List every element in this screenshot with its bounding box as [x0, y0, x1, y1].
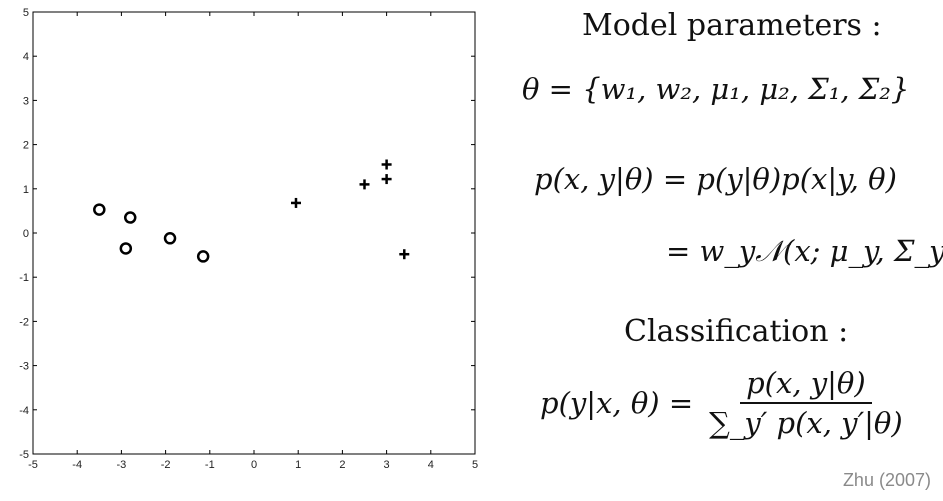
theta-lhs: θ =: [522, 72, 583, 106]
joint-probability-line2: = w_y𝒩(x; μ_y, Σ_y): [666, 234, 943, 268]
scatter-plot: -5 -4 -3 -2 -1 0 1 2 3 4 5 -5 -4 -3 -2 -1 0 1 2 3 4 5: [19, 7, 478, 470]
x-tick-label: 5: [472, 459, 478, 470]
x-tick-label: 4: [428, 459, 434, 470]
posterior-denominator: ∑_y′ p(x, y′|θ): [709, 406, 903, 440]
x-tick-label: 2: [339, 459, 345, 470]
citation: Zhu (2007): [842, 470, 931, 490]
x-tick-label: -1: [205, 459, 215, 470]
y-tick-label: 1: [23, 184, 29, 196]
x-tick-label: -4: [72, 459, 82, 470]
plus-point: [381, 174, 392, 185]
y-tick-label: 0: [23, 228, 29, 240]
y-tick-label: 5: [23, 7, 29, 19]
posterior-fraction: p(x, y|θ) ∑_y′ p(x, y′|θ): [703, 366, 909, 440]
data-points: [93, 159, 410, 263]
y-axis-ticks: -5 -4 -3 -2 -1 0 1 2 3 4 5: [19, 7, 475, 461]
y-tick-label: 4: [23, 51, 29, 63]
model-parameters-heading: Model parameters :: [582, 8, 882, 43]
plot-frame: [32, 11, 476, 455]
classification-heading: Classification :: [624, 314, 849, 349]
x-tick-label: 0: [251, 459, 257, 470]
y-tick-label: -5: [19, 449, 29, 461]
y-tick-label: -4: [19, 405, 29, 417]
x-tick-label: 3: [384, 459, 390, 470]
plus-point: [290, 197, 301, 208]
x-tick-label: -3: [117, 459, 127, 470]
circle-point: [123, 211, 137, 224]
x-axis-ticks: -5 -4 -3 -2 -1 0 1 2 3 4 5: [28, 12, 478, 470]
circle-point: [163, 232, 177, 245]
circle-point: [196, 250, 210, 263]
x-tick-label: -5: [28, 459, 38, 470]
theta-parameter-set: {w₁, w₂, μ₁, μ₂, Σ₁, Σ₂}: [582, 72, 910, 106]
y-tick-label: 2: [23, 140, 29, 152]
posterior-equation: p(y|x, θ) = p(x, y|θ) ∑_y′ p(x, y′|θ): [540, 366, 909, 440]
circle-point: [119, 242, 133, 255]
posterior-numerator: p(x, y|θ): [740, 366, 872, 404]
y-tick-label: 3: [23, 95, 29, 107]
x-tick-label: 1: [295, 459, 301, 470]
joint-probability-line1: p(x, y|θ) = p(y|θ)p(x|y, θ): [534, 162, 897, 196]
posterior-lhs: p(y|x, θ) =: [540, 386, 694, 420]
y-tick-label: -1: [19, 272, 29, 284]
plus-point: [359, 179, 370, 190]
plus-point: [399, 249, 410, 260]
y-tick-label: -3: [19, 361, 29, 373]
circle-point: [93, 203, 106, 216]
theta-equation: θ = {w₁, w₂, μ₁, μ₂, Σ₁, Σ₂}: [522, 72, 909, 106]
x-tick-label: -2: [161, 459, 171, 470]
plus-point: [381, 159, 392, 170]
y-tick-label: -2: [19, 316, 29, 328]
